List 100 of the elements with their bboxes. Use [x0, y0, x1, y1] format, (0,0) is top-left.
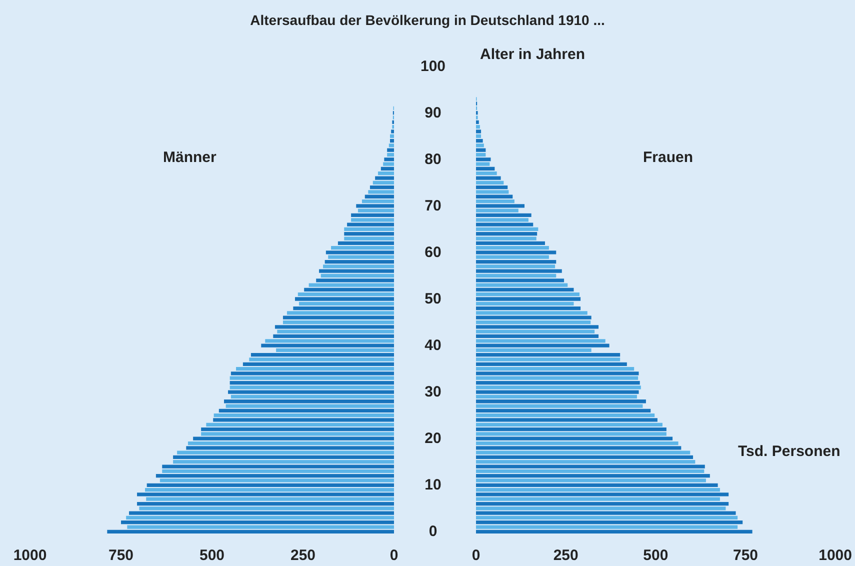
text: Frauen [643, 149, 694, 166]
bar [476, 260, 556, 264]
bar [121, 520, 394, 524]
bar [476, 241, 545, 245]
bar [476, 511, 736, 515]
bar [160, 478, 394, 482]
bar [331, 246, 394, 250]
bar [476, 199, 514, 204]
bar [476, 372, 639, 376]
bar [242, 362, 394, 366]
bar [368, 190, 394, 194]
bar [476, 297, 581, 301]
bar [476, 166, 495, 171]
bar [476, 311, 588, 315]
x-tick-label: 250 [290, 547, 316, 564]
bar [326, 250, 394, 254]
bar [476, 283, 568, 287]
bar [476, 436, 673, 440]
bar [476, 408, 651, 412]
bar [476, 222, 534, 226]
bar [328, 255, 394, 259]
bar [476, 362, 627, 366]
x-tick-label: 0 [390, 547, 398, 564]
bar [316, 278, 394, 282]
bar [387, 152, 394, 157]
text: Männer [163, 149, 217, 166]
bar [193, 436, 394, 440]
bar [476, 158, 491, 162]
bar [351, 213, 394, 218]
bar [375, 176, 394, 180]
bar [476, 418, 658, 422]
bar [476, 176, 501, 180]
bar [344, 227, 394, 232]
y-tick-label: 50 [424, 290, 442, 308]
x-tick-label: 1000 [13, 547, 47, 564]
bar [476, 292, 580, 296]
bar [476, 502, 729, 506]
bar [224, 400, 394, 404]
x-tick-label: 1000 [818, 547, 852, 564]
bar [476, 348, 592, 352]
bar [476, 460, 696, 464]
bar [476, 339, 606, 343]
bar [230, 376, 394, 380]
bar [282, 316, 394, 320]
bar [476, 325, 599, 329]
x-tick-label: 750 [108, 547, 134, 564]
bar [230, 386, 394, 390]
bar [476, 218, 528, 222]
y-tick-label: 90 [424, 104, 442, 122]
bar [236, 366, 394, 371]
bar [476, 344, 610, 348]
bar [173, 460, 394, 464]
bar [476, 422, 662, 426]
bar [145, 488, 394, 492]
bar [391, 130, 394, 134]
bar [298, 292, 394, 296]
bar [146, 497, 394, 501]
bar [364, 194, 394, 198]
bar [249, 358, 394, 362]
x-tick-label: 0 [472, 547, 480, 564]
bar [261, 344, 394, 348]
bar [476, 386, 641, 390]
bar [476, 144, 484, 148]
bar [308, 283, 394, 287]
bar [476, 455, 694, 460]
bar [476, 288, 574, 292]
bar [476, 180, 504, 184]
bar [347, 222, 394, 226]
bar [388, 144, 394, 148]
y-tick-label: 60 [424, 244, 442, 261]
y-tick-label: 10 [424, 476, 442, 494]
bar [378, 172, 394, 176]
bar [230, 394, 394, 399]
bar [476, 130, 482, 134]
bar [139, 506, 394, 510]
bar [476, 427, 666, 432]
bar [476, 446, 682, 450]
bar [476, 394, 637, 399]
bar [323, 264, 394, 268]
bar [476, 190, 509, 194]
bar [286, 311, 394, 315]
bar [476, 172, 497, 176]
bar [476, 464, 705, 468]
bar [476, 320, 591, 324]
bar [126, 516, 394, 520]
bar [476, 380, 640, 385]
bar [476, 432, 666, 436]
bar [265, 339, 394, 343]
bar [107, 530, 394, 534]
bar [351, 218, 394, 222]
bar [276, 348, 394, 352]
y-tick-label: 80 [424, 150, 442, 168]
bar [476, 469, 704, 473]
x-tick-label: 500 [643, 547, 668, 564]
bar [186, 446, 394, 450]
bar [476, 194, 513, 198]
bar [162, 469, 394, 473]
bar [476, 478, 706, 482]
bar [476, 125, 480, 129]
bar [390, 134, 394, 138]
